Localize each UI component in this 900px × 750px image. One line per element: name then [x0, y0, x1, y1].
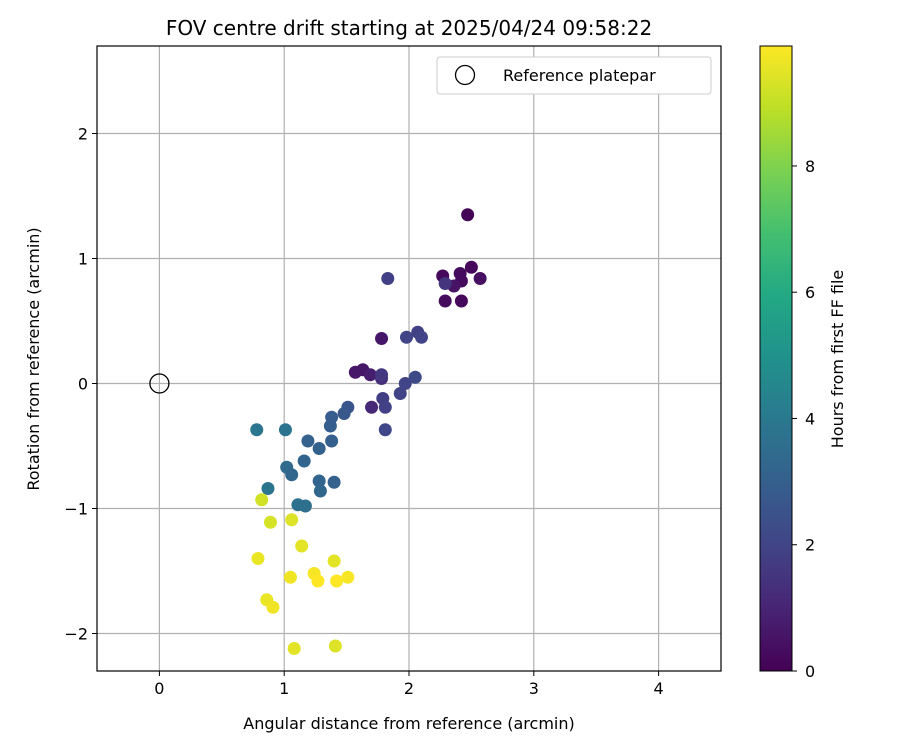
- scatter-point: [378, 423, 392, 437]
- scatter-point: [381, 272, 395, 285]
- scatter-point: [363, 368, 377, 382]
- scatter-point: [255, 493, 269, 507]
- x-tick-label: 3: [529, 679, 539, 698]
- scatter-point: [378, 400, 392, 414]
- reference-platepar-marker: [149, 373, 170, 394]
- x-tick-label: 2: [404, 679, 414, 698]
- scatter-point: [438, 277, 452, 290]
- legend-reference-marker: [454, 64, 476, 86]
- scatter-point: [328, 639, 342, 653]
- scatter-point: [330, 574, 344, 588]
- scatter-point: [464, 260, 478, 274]
- scatter-point: [365, 400, 379, 414]
- scatter-point: [327, 475, 341, 489]
- scatter-point: [408, 370, 422, 384]
- scatter-point: [312, 442, 326, 455]
- scatter-point: [323, 419, 337, 433]
- scatter-point: [438, 294, 452, 308]
- scatter-point: [473, 272, 487, 285]
- x-tick-label: 4: [654, 679, 664, 698]
- scatter-point: [263, 515, 277, 529]
- colorbar-label: Hours from first FF file: [828, 270, 847, 449]
- colorbar-ticks: 0 2 4 6 8: [792, 157, 815, 681]
- colorbar: 0 2 4 6 8 Hours from first FF file: [759, 45, 847, 681]
- x-tick-label: 1: [279, 679, 289, 698]
- scatter-point: [325, 434, 339, 448]
- x-axis-label: Angular distance from reference (arcmin): [243, 714, 574, 733]
- scatter-point: [295, 539, 309, 553]
- y-axis-label: Rotation from reference (arcmin): [24, 227, 43, 490]
- scatter-point: [287, 642, 301, 655]
- scatter-point: [285, 513, 299, 527]
- y-tick-label: 2: [78, 125, 88, 144]
- y-tick-label: 1: [78, 250, 88, 269]
- colorbar-tick-label: 0: [805, 662, 815, 681]
- scatter-point: [312, 474, 326, 488]
- colorbar-tick-label: 2: [805, 536, 815, 555]
- legend-box: [436, 56, 712, 95]
- chart-title: FOV centre drift starting at 2025/04/24 …: [166, 16, 652, 40]
- scatter-point: [278, 423, 292, 437]
- y-tick-label: −1: [64, 500, 88, 519]
- scatter-point: [400, 330, 414, 344]
- scatter-point: [285, 468, 299, 482]
- scatter-point: [313, 484, 327, 498]
- y-tick-label: 0: [78, 375, 88, 394]
- scatter-point: [311, 574, 325, 588]
- scatter-point: [298, 499, 312, 513]
- scatter-point: [454, 294, 468, 308]
- scatter-point: [337, 407, 351, 420]
- colorbar-bar: [759, 45, 793, 672]
- scatter-point: [327, 554, 341, 568]
- scatter-point: [261, 482, 275, 495]
- grid-lines: [97, 46, 721, 671]
- y-tick-label: −2: [64, 625, 88, 644]
- scatter-point: [297, 454, 311, 468]
- scatter-point: [375, 368, 389, 382]
- x-tick-label: 0: [154, 679, 164, 698]
- scatter-point: [251, 552, 265, 565]
- scatter-point: [414, 330, 428, 344]
- data-points: [250, 208, 487, 655]
- y-axis-ticks: −2 −1 0 1 2: [64, 125, 97, 644]
- colorbar-tick-label: 4: [805, 409, 815, 428]
- scatter-point: [341, 570, 355, 584]
- legend-label: Reference platepar: [503, 66, 656, 85]
- colorbar-tick-label: 8: [805, 157, 815, 176]
- scatter-point: [283, 570, 297, 584]
- scatter-point: [461, 208, 475, 222]
- scatter-point: [266, 600, 280, 614]
- scatter-point: [398, 377, 412, 390]
- scatter-point: [393, 387, 407, 400]
- scatter-point: [301, 434, 315, 448]
- colorbar-tick-label: 6: [805, 283, 815, 302]
- scatter-point: [375, 332, 389, 345]
- reference-marker-group: [149, 373, 170, 394]
- x-axis-ticks: 0 1 2 3 4: [154, 671, 664, 698]
- legend: Reference platepar: [436, 56, 712, 95]
- scatter-point: [250, 423, 264, 437]
